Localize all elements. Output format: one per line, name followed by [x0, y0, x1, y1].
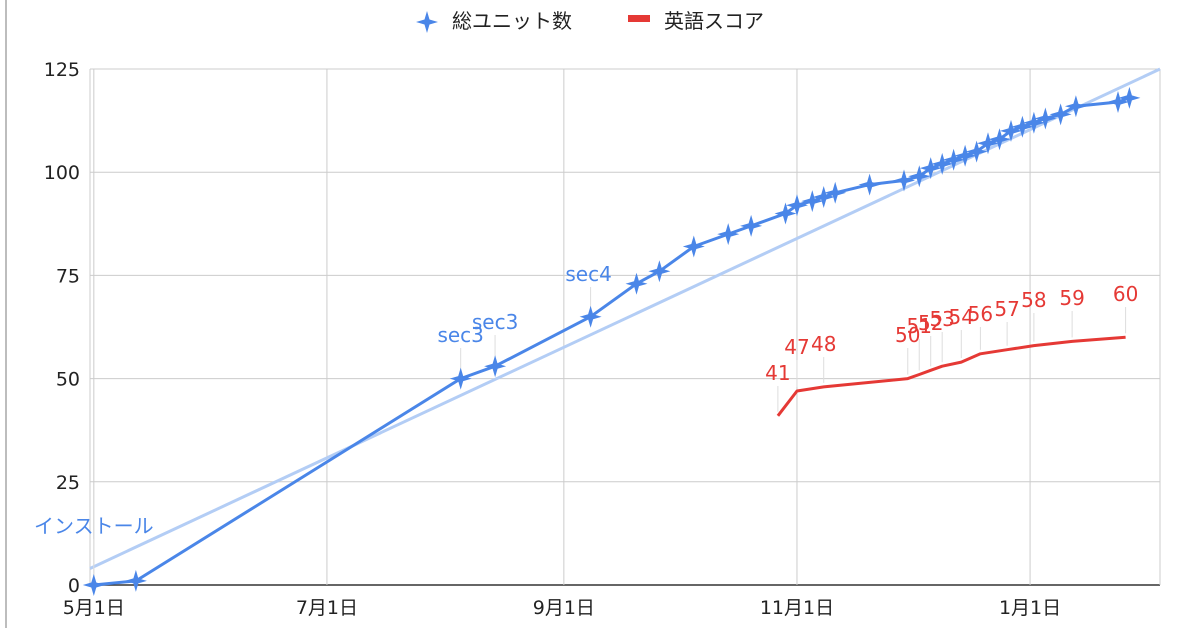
- units-point-marker: [740, 214, 763, 237]
- series-layer: [82, 86, 1141, 596]
- units-point-marker: [858, 173, 881, 196]
- units-point-marker: [954, 144, 977, 167]
- units-point-marker: [82, 574, 105, 596]
- units-point-marker: [977, 132, 999, 155]
- legend-item-units[interactable]: 総ユニット数: [416, 9, 572, 33]
- units-point-marker: [908, 165, 931, 188]
- score-annotation-label: 53: [929, 307, 954, 331]
- units-point-marker: [579, 305, 602, 328]
- units-point-marker: [824, 181, 847, 204]
- units-point-marker: [1000, 119, 1022, 142]
- legend: 総ユニット数 英語スコア: [416, 9, 764, 33]
- units-annotation-label: sec4: [565, 262, 611, 286]
- x-tick-label: 1月1日: [999, 597, 1061, 619]
- score-annotation-label: 47: [784, 335, 809, 359]
- units-point-marker: [682, 235, 705, 258]
- x-tick-label: 7月1日: [296, 597, 358, 619]
- units-point-marker: [942, 148, 965, 171]
- y-tick-label: 125: [44, 59, 80, 81]
- x-tick-label: 9月1日: [533, 597, 595, 619]
- y-axis: 0 25 50 75 100 125: [44, 59, 80, 597]
- units-point-marker: [625, 272, 648, 295]
- legend-units-star: [416, 11, 438, 33]
- x-tick-label: 11月1日: [760, 597, 834, 619]
- units-point-marker: [786, 194, 808, 217]
- score-annotation-label: 54: [949, 305, 974, 329]
- units-annotation-label: sec3: [472, 310, 518, 334]
- units-point-marker: [988, 128, 1011, 151]
- units-point-marker: [931, 152, 954, 175]
- score-annotation-label: 59: [1059, 286, 1084, 310]
- units-point-marker: [124, 569, 147, 592]
- units-point-marker: [484, 355, 507, 378]
- units-annotation-label: sec3: [437, 323, 483, 347]
- legend-score-label: 英語スコア: [664, 9, 764, 33]
- units-point-marker: [1049, 103, 1072, 126]
- units-annotation-label: インストール: [34, 514, 154, 538]
- units-point-marker: [965, 140, 988, 163]
- y-tick-label: 0: [68, 575, 80, 597]
- annotation-leader-layer: [93, 287, 1127, 577]
- score-annotation-label: 50: [895, 323, 920, 347]
- score-annotation-label: 41: [765, 361, 790, 385]
- series-line-score: [776, 335, 1126, 417]
- units-point-marker: [893, 169, 915, 192]
- score-annotation-label: 60: [1113, 282, 1138, 306]
- y-tick-label: 75: [56, 265, 80, 287]
- units-point-marker: [1034, 107, 1057, 130]
- x-axis: 5月1日 7月1日 9月1日 11月1日 1月1日: [63, 597, 1061, 619]
- units-point-marker: [1064, 95, 1087, 118]
- units-point-marker: [1107, 91, 1129, 113]
- grid: [89, 68, 1161, 586]
- units-point-marker: [1011, 115, 1034, 138]
- legend-item-score[interactable]: 英語スコア: [628, 9, 764, 33]
- legend-units-label: 総ユニット数: [452, 9, 572, 33]
- legend-units-marker: [416, 11, 438, 33]
- score-annotation-label: 52: [918, 311, 943, 335]
- units-point-marker: [1118, 86, 1141, 109]
- units-point-marker: [812, 186, 835, 208]
- y-tick-label: 100: [44, 162, 80, 184]
- legend-score-marker: [628, 15, 650, 22]
- score-annotation-label: 51: [907, 314, 932, 338]
- units-point-marker: [449, 367, 472, 390]
- score-annotation-label: 58: [1021, 288, 1046, 312]
- units-point-marker: [717, 223, 740, 246]
- y-tick-label: 50: [56, 369, 80, 391]
- score-annotation-label: 48: [811, 332, 836, 356]
- units-point-marker: [801, 190, 824, 213]
- units-point-marker: [774, 202, 797, 225]
- units-point-marker: [648, 260, 671, 283]
- x-tick-label: 5月1日: [63, 597, 125, 619]
- units-point-marker: [1022, 111, 1045, 134]
- score-annotation-label: 56: [968, 302, 993, 326]
- y-tick-label: 25: [56, 472, 80, 494]
- units-point-marker: [919, 157, 942, 180]
- score-annotation-label: 57: [994, 297, 1019, 321]
